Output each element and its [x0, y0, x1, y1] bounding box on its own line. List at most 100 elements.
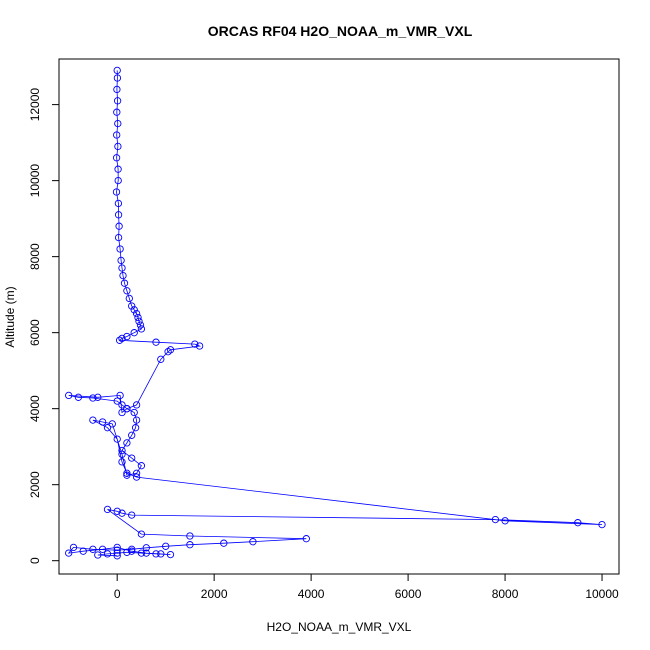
data-point — [132, 469, 141, 477]
data-point — [113, 552, 121, 560]
data-point — [186, 541, 194, 549]
data-point — [164, 348, 172, 356]
data-point — [114, 165, 122, 173]
plot-frame — [58, 58, 620, 575]
data-point — [128, 511, 136, 519]
data-point — [98, 418, 107, 426]
data-point — [103, 550, 112, 558]
data-layer — [65, 66, 606, 560]
data-point — [128, 302, 136, 310]
data-point — [598, 520, 606, 529]
data-point — [113, 108, 121, 116]
data-point — [114, 211, 123, 219]
data-point — [157, 355, 165, 363]
data-point — [69, 543, 78, 552]
data-point — [114, 142, 122, 151]
data-point — [108, 420, 116, 428]
data-point — [123, 469, 131, 477]
data-point — [131, 424, 140, 432]
y-tick-label: 12000 — [28, 88, 42, 122]
data-point — [118, 264, 126, 272]
plot-area — [58, 58, 620, 575]
y-tick-label: 2000 — [28, 471, 42, 498]
data-point — [113, 543, 121, 552]
y-tick-label: 10000 — [28, 164, 42, 198]
data-point — [157, 550, 165, 558]
data-point — [119, 271, 127, 280]
data-point — [118, 458, 126, 466]
data-point — [114, 176, 122, 185]
data-point — [79, 547, 87, 555]
data-point — [117, 256, 125, 265]
data-point — [137, 530, 146, 538]
data-point — [128, 547, 136, 555]
data-point — [94, 393, 102, 401]
data-point — [123, 405, 131, 413]
x-tick-label: 4000 — [298, 587, 325, 601]
x-axis: 0 2000 4000 6000 8000 10000 — [114, 573, 619, 601]
data-point — [98, 545, 107, 553]
x-tick-label: 10000 — [585, 587, 619, 601]
data-point — [114, 199, 123, 208]
x-tick-label: 6000 — [395, 587, 422, 601]
x-tick-label: 8000 — [492, 587, 519, 601]
y-axis: 0 2000 4000 6000 8000 10000 12000 — [28, 88, 60, 564]
data-point — [137, 549, 146, 557]
data-point — [152, 338, 160, 346]
data-point — [123, 548, 131, 556]
series-line — [67, 70, 603, 557]
data-point — [501, 517, 509, 525]
data-point — [113, 507, 121, 515]
data-point — [130, 408, 138, 417]
y-tick-label: 4000 — [28, 395, 42, 422]
data-point — [112, 154, 121, 162]
data-point — [136, 321, 145, 329]
data-point — [302, 535, 310, 543]
y-axis-label: Altitude (m) — [3, 286, 17, 347]
data-point — [118, 334, 126, 343]
data-point — [195, 342, 204, 350]
data-point — [123, 439, 131, 447]
data-point — [118, 446, 126, 455]
data-point — [94, 551, 102, 559]
data-point — [113, 435, 121, 443]
data-point — [123, 287, 131, 295]
data-point — [142, 544, 150, 552]
data-point — [114, 119, 122, 128]
data-point — [137, 462, 146, 470]
data-point — [128, 431, 136, 439]
data-point — [113, 97, 122, 105]
data-point — [112, 188, 121, 196]
data-point — [186, 532, 194, 540]
data-point — [132, 309, 141, 318]
y-tick-label: 8000 — [28, 243, 42, 270]
data-point — [113, 131, 121, 139]
data-point — [113, 74, 122, 82]
data-point — [491, 515, 500, 524]
data-point — [249, 538, 257, 546]
data-point — [113, 546, 121, 554]
data-point — [220, 539, 228, 547]
data-point — [123, 332, 131, 341]
data-point — [118, 408, 126, 417]
data-point — [123, 471, 131, 479]
data-point — [103, 505, 112, 514]
data-point — [74, 393, 83, 401]
data-point — [89, 416, 97, 424]
data-point — [115, 336, 124, 344]
data-point — [128, 454, 136, 462]
data-point — [162, 542, 170, 550]
data-point — [152, 550, 160, 558]
data-point — [103, 424, 112, 432]
data-point — [118, 450, 126, 458]
data-point — [574, 519, 582, 527]
x-tick-label: 0 — [114, 587, 121, 601]
data-point — [113, 66, 121, 75]
x-tick-label: 2000 — [201, 587, 228, 601]
x-axis-label: H2O_NOAA_m_VMR_VXL — [267, 620, 412, 634]
data-point — [132, 401, 141, 409]
data-point — [130, 306, 138, 314]
y-tick-label: 0 — [28, 557, 42, 564]
data-point — [118, 509, 126, 517]
